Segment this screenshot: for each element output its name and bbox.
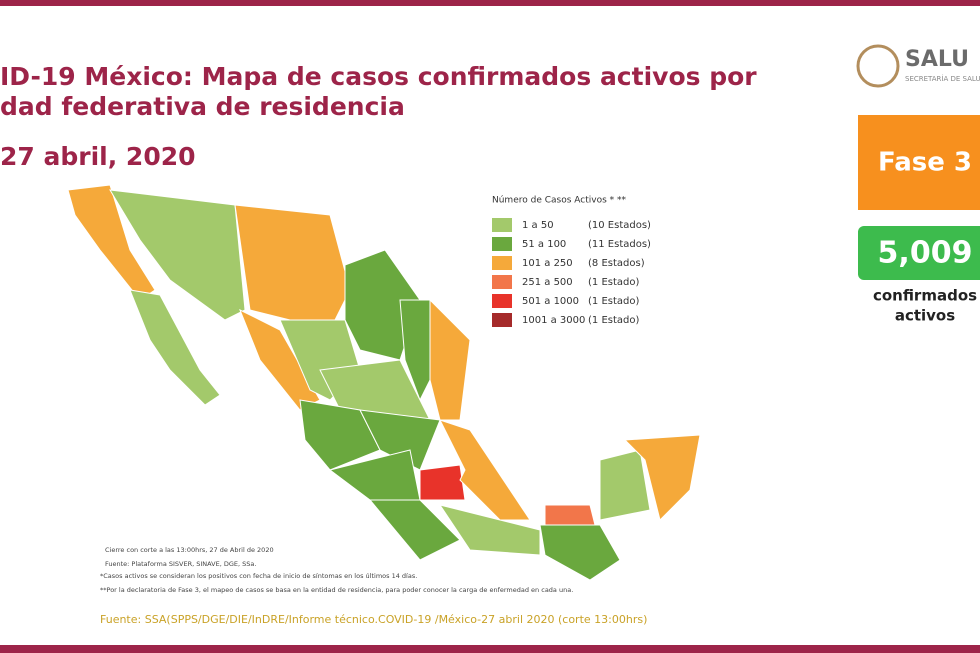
state	[368, 499, 461, 561]
logo-subtitle: SECRETARÍA DE SALU	[905, 74, 980, 83]
legend-count: (8 Estados)	[588, 258, 645, 269]
logo-emblem	[856, 44, 900, 88]
note: Cierre con corte a las 13:00hrs, 27 de A…	[105, 546, 274, 554]
legend-count: (1 Estado)	[588, 315, 639, 326]
legend-range: 1001 a 3000	[522, 315, 585, 326]
legend-title: Número de Casos Activos * **	[492, 196, 626, 206]
top-bar	[0, 0, 980, 6]
map	[67, 184, 701, 581]
legend-count: (10 Estados)	[588, 220, 651, 231]
total-label: activos	[895, 307, 955, 325]
footer: Fuente: SSA(SPPS/DGE/DIE/InDRE/Informe t…	[100, 613, 647, 626]
state	[623, 434, 701, 521]
legend-count: (1 Estado)	[588, 296, 639, 307]
notes: Cierre con corte a las 13:00hrs, 27 de A…	[100, 546, 573, 594]
total-box	[858, 226, 980, 280]
date: 27 abril, 2020	[0, 142, 196, 171]
legend-range: 101 a 250	[522, 258, 573, 269]
legend-count: (1 Estado)	[588, 277, 639, 288]
state	[438, 504, 541, 556]
note: Fuente: Plataforma SISVER, SINAVE, DGE, …	[105, 560, 256, 568]
note: **Por la declaratoria de Fase 3, el mape…	[100, 586, 573, 594]
title: dad federativa de residencia	[0, 92, 405, 121]
legend-range: 1 a 50	[522, 220, 554, 231]
legend-swatch	[492, 256, 512, 270]
legend-swatch	[492, 313, 512, 327]
state	[439, 419, 531, 521]
title: ID-19 México: Mapa de casos confirmados …	[0, 62, 757, 91]
legend-range: 501 a 1000	[522, 296, 579, 307]
legend-swatch	[492, 275, 512, 289]
note: *Casos activos se consideran los positiv…	[100, 572, 417, 580]
logo-name: SALU	[905, 47, 969, 72]
legend-count: (11 Estados)	[588, 239, 651, 250]
legend-range: 51 a 100	[522, 239, 566, 250]
state	[599, 449, 651, 521]
state	[429, 298, 471, 421]
state	[299, 399, 381, 471]
phase-label: Fase 3	[878, 148, 972, 178]
state	[129, 289, 221, 406]
state	[544, 504, 596, 526]
total-label: confirmados	[873, 287, 977, 305]
bottom-bar	[0, 645, 980, 653]
total-value: 5,009	[878, 236, 973, 271]
legend-swatch	[492, 237, 512, 251]
legend-swatch	[492, 294, 512, 308]
state	[419, 464, 466, 501]
legend-swatch	[492, 218, 512, 232]
phase-box	[858, 115, 980, 210]
legend: Número de Casos Activos * ** 1 a 50 (10 E…	[492, 196, 651, 327]
legend-range: 251 a 500	[522, 277, 573, 288]
